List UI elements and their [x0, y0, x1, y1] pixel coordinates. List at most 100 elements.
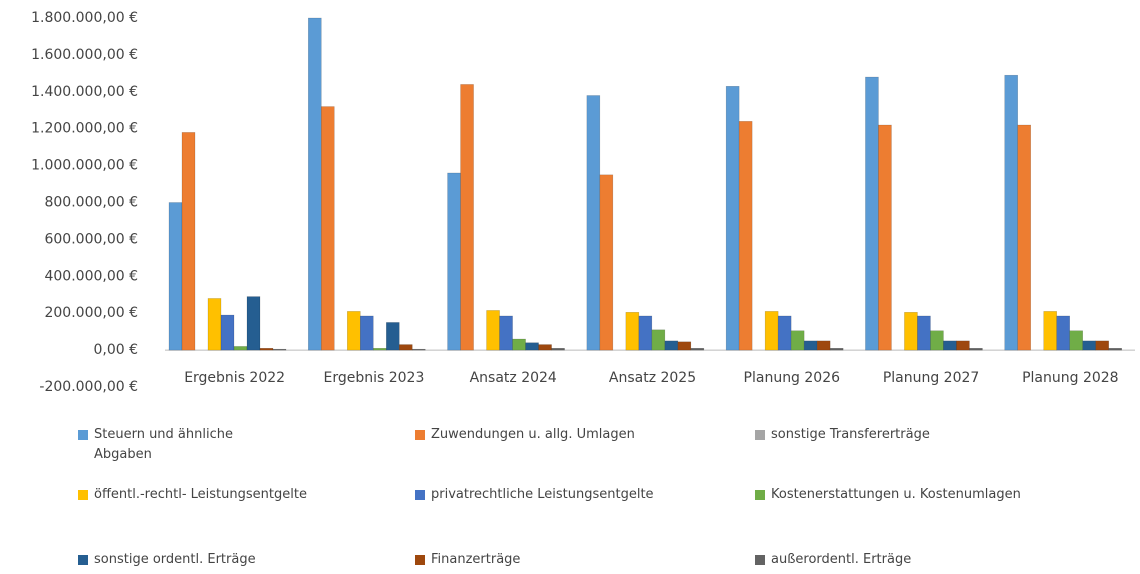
bar — [904, 312, 918, 351]
bar — [651, 329, 666, 351]
bar — [1017, 124, 1031, 351]
legend-item: außerordentl. Erträge — [755, 550, 911, 570]
bar — [586, 95, 601, 351]
legend-swatch — [78, 555, 88, 565]
bar — [373, 348, 387, 351]
y-tick-label: 1.200.000,00 € — [31, 121, 138, 137]
bar — [512, 338, 526, 351]
y-tick-label: 1.400.000,00 € — [31, 84, 138, 100]
x-tick-label: Ansatz 2024 — [470, 370, 557, 386]
x-tick-label: Planung 2028 — [1022, 370, 1119, 386]
bar — [386, 322, 400, 351]
legend-label: privatrechtliche Leistungsentgelte — [431, 487, 654, 502]
bar — [486, 310, 500, 351]
y-tick-label: 800.000,00 € — [44, 195, 138, 211]
legend-swatch — [415, 555, 425, 565]
x-tick-label: Ergebnis 2023 — [323, 370, 424, 386]
bar — [829, 348, 844, 351]
bar — [764, 311, 779, 351]
bar — [551, 348, 565, 351]
legend-swatch — [78, 430, 88, 440]
y-tick-label: 0,00 € — [93, 342, 138, 358]
legend-label: Finanzerträge — [431, 552, 521, 567]
bar — [777, 315, 792, 351]
bar — [233, 346, 248, 351]
legend-swatch — [78, 490, 88, 500]
legend-label: öffentl.-rechtl- Leistungsentgelte — [94, 487, 307, 502]
bar — [599, 174, 614, 351]
legend-swatch — [415, 490, 425, 500]
legend-item: sonstige Transfererträge — [755, 425, 930, 445]
bar — [259, 348, 274, 351]
bar — [690, 348, 705, 351]
bar — [625, 312, 640, 351]
bar — [308, 17, 322, 351]
legend-swatch — [415, 430, 425, 440]
bar — [168, 202, 183, 351]
bar — [803, 340, 818, 351]
bar — [725, 86, 740, 351]
y-tick-label: 600.000,00 € — [44, 231, 138, 247]
y-tick-label: -200.000,00 € — [39, 379, 138, 395]
legend-item: Kostenerstattungen u. Kostenumlagen — [755, 485, 1021, 505]
bar — [347, 311, 361, 351]
bar — [664, 340, 679, 351]
bar — [499, 315, 513, 351]
legend-item: privatrechtliche Leistungsentgelte — [415, 485, 654, 505]
bar — [878, 124, 892, 351]
legend-label: sonstige ordentl. Erträge — [94, 552, 256, 567]
bar — [447, 172, 461, 351]
chart: -200.000,00 € 0,00 € 200.000,00 € 400.000,0… — [31, 10, 1135, 395]
bar — [943, 340, 957, 351]
legend-swatch — [755, 555, 765, 565]
y-tick-label: 200.000,00 € — [44, 305, 138, 321]
legend-label: sonstige Transfererträge — [771, 427, 930, 442]
legend-label: Kostenerstattungen u. Kostenumlagen — [771, 487, 1021, 502]
bar — [638, 315, 653, 351]
y-tick-label: 400.000,00 € — [44, 268, 138, 284]
bar — [677, 341, 692, 351]
bar — [917, 315, 931, 351]
bar — [865, 76, 879, 351]
bar — [1095, 340, 1109, 351]
bar — [1056, 315, 1070, 351]
legend-item: sonstige ordentl. Erträge — [78, 550, 256, 570]
bar — [816, 340, 831, 351]
legend-item: Zuwendungen u. allg. Umlagen — [415, 425, 635, 445]
bar — [1069, 330, 1083, 351]
bar — [790, 330, 805, 351]
bar — [360, 315, 374, 351]
legend-item: Steuern und ähnliche Abgaben — [78, 425, 294, 465]
bar — [525, 342, 539, 351]
legend-swatch — [755, 430, 765, 440]
bar — [321, 106, 335, 351]
bar — [738, 121, 753, 351]
y-tick-label: 1.600.000,00 € — [31, 47, 138, 63]
y-tick-label: 1.800.000,00 € — [31, 10, 138, 26]
legend-label: Zuwendungen u. allg. Umlagen — [431, 427, 635, 442]
bar — [246, 296, 261, 351]
bar — [181, 132, 196, 351]
legend-item: Finanzerträge — [415, 550, 520, 570]
bar — [538, 344, 552, 351]
x-tick-label: Ansatz 2025 — [609, 370, 696, 386]
bar — [930, 330, 944, 351]
x-tick-label: Ergebnis 2022 — [184, 370, 285, 386]
bar — [207, 298, 222, 351]
legend-label: Steuern und ähnliche Abgaben — [94, 427, 233, 462]
legend-item: öffentl.-rechtl- Leistungsentgelte — [78, 485, 307, 505]
x-tick-label: Planung 2027 — [883, 370, 980, 386]
bar — [1043, 311, 1057, 351]
bar — [956, 340, 970, 351]
legend-label: außerordentl. Erträge — [771, 552, 912, 567]
bar — [969, 348, 983, 351]
y-tick-label: 1.000.000,00 € — [31, 158, 138, 174]
bar — [1082, 340, 1096, 351]
bar — [272, 348, 287, 351]
bar — [1004, 74, 1018, 351]
x-tick-label: Planung 2026 — [744, 370, 841, 386]
bar — [1108, 348, 1122, 351]
bar — [412, 348, 426, 351]
legend-swatch — [755, 490, 765, 500]
